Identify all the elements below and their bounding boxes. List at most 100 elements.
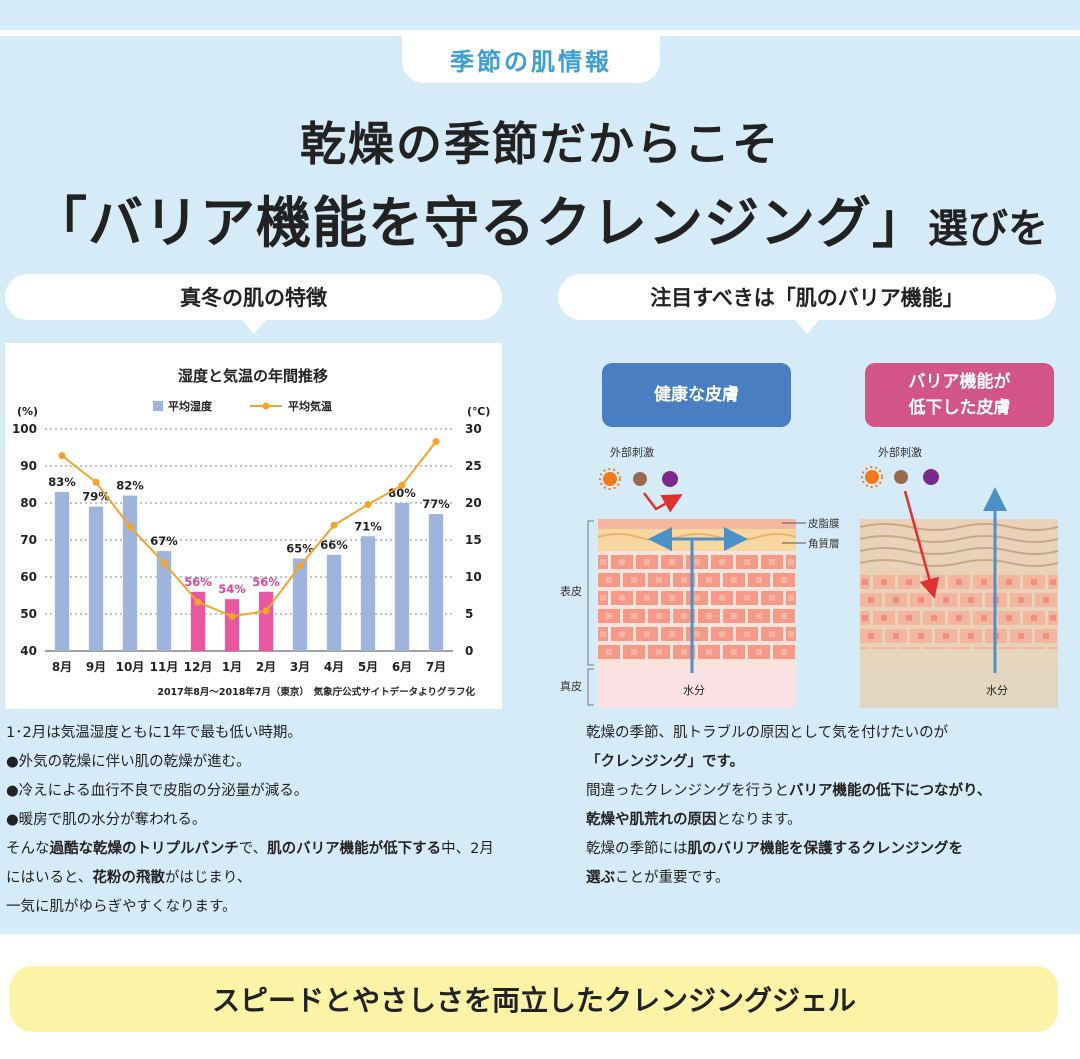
- skin-cell-nucleus: [943, 633, 949, 639]
- x-tick-label: 8月: [52, 660, 72, 674]
- right-p5b: 肌のバリア機能を保護するクレンジングを: [687, 841, 964, 857]
- healthy-skin-label: 健康な皮膚: [602, 363, 791, 427]
- x-tick-label: 11月: [150, 660, 179, 674]
- y-left-unit: (%): [17, 405, 38, 418]
- right-p5a: 乾燥の季節には: [586, 841, 688, 857]
- skin-cell-nucleus: [744, 559, 750, 565]
- bar-value-label: 54%: [218, 582, 246, 596]
- y-right-unit: (℃): [467, 405, 490, 418]
- stimulus-icons-healthy: [599, 468, 683, 513]
- para-a: そんな: [6, 841, 50, 857]
- sebum-label: 皮脂膜: [808, 517, 840, 530]
- skin-cell-nucleus: [656, 577, 662, 583]
- bar-value-label: 67%: [150, 534, 178, 548]
- right-p2: 「クレンジング」です。: [586, 748, 1066, 777]
- dermis-label: 真皮: [560, 679, 582, 693]
- skin-cell-nucleus: [756, 613, 762, 619]
- humidity-bar: [360, 536, 376, 651]
- chart-title: 湿度と気温の年間推移: [178, 367, 328, 385]
- skin-diagram: 外部刺激 外部刺激 皮脂膜 角質層 表皮 真皮 水分 水分: [560, 343, 1080, 709]
- skin-cell-nucleus: [868, 597, 874, 603]
- skin-cell-nucleus: [619, 631, 625, 637]
- skin-cell-nucleus: [756, 577, 762, 583]
- skin-cell-nucleus: [619, 559, 625, 565]
- y-right-tick: 0: [465, 644, 473, 658]
- right-p6a: 選ぶ: [586, 870, 615, 886]
- humidity-bar: [224, 599, 240, 651]
- skin-cell-nucleus: [788, 559, 794, 565]
- right-description: 乾燥の季節、肌トラブルの原因として気を付けたいのが 「クレンジング」です。 間違…: [586, 719, 1066, 893]
- skin-cell-nucleus: [906, 579, 912, 585]
- damaged-layer-line: [859, 523, 1059, 531]
- skin-cell-nucleus: [1031, 579, 1037, 585]
- legend-marker-temperature: [262, 402, 270, 410]
- skin-cell-nucleus: [606, 613, 612, 619]
- skin-svg: 外部刺激 外部刺激 皮脂膜 角質層 表皮 真皮 水分 水分: [560, 445, 1059, 708]
- y-left-tick: 90: [20, 459, 37, 473]
- water-label-damaged: 水分: [986, 684, 1008, 697]
- skin-cell-nucleus: [644, 559, 650, 565]
- skin-cell-nucleus: [769, 595, 775, 601]
- headline-tail: 選びを: [928, 205, 1048, 252]
- right-p6: 選ぶことが重要です。: [586, 864, 1066, 893]
- skin-cell-nucleus: [669, 631, 675, 637]
- temperature-point: [262, 607, 270, 615]
- legend-swatch-humidity: [153, 401, 163, 411]
- note-3: ●冷えによる血行不良で皮脂の分泌量が減る。: [6, 783, 309, 799]
- skin-cell-nucleus: [968, 633, 974, 639]
- damaged-layer-line: [859, 559, 1059, 567]
- skin-cell-nucleus: [968, 597, 974, 603]
- skin-cell-nucleus: [606, 649, 612, 655]
- note-1: 1･2月は気温湿度ともに1年で最も低い時期。: [6, 725, 302, 741]
- damaged-layer-line: [859, 535, 1059, 543]
- skin-cell-nucleus: [1006, 579, 1012, 585]
- skin-cell-nucleus: [1050, 615, 1056, 621]
- x-tick-label: 7月: [426, 660, 446, 674]
- skin-cell-nucleus: [1018, 597, 1024, 603]
- stimulus-icons-damaged: [861, 466, 939, 488]
- y-left-tick: 100: [12, 422, 37, 436]
- skin-cell-nucleus: [656, 649, 662, 655]
- skin-cell-nucleus: [756, 649, 762, 655]
- skin-cell-nucleus: [1043, 597, 1049, 603]
- y-left-tick: 50: [20, 607, 37, 621]
- y-left-tick: 60: [20, 570, 37, 584]
- x-tick-label: 2月: [256, 660, 276, 674]
- temperature-point: [126, 523, 134, 531]
- skin-cell-nucleus: [706, 649, 712, 655]
- skin-cell-nucleus: [631, 577, 637, 583]
- damaged-layer-line: [859, 547, 1059, 555]
- temperature-point: [364, 500, 372, 508]
- para-c: で、: [238, 841, 268, 857]
- skin-cell-nucleus: [918, 633, 924, 639]
- temperature-point: [398, 481, 406, 489]
- humidity-bar: [88, 506, 104, 651]
- skin-cell-nucleus: [719, 631, 725, 637]
- y-right-tick: 10: [465, 570, 482, 584]
- humidity-bar: [292, 558, 308, 651]
- skin-cell-nucleus: [681, 613, 687, 619]
- right-p4a: 乾燥や肌荒れの原因: [586, 812, 717, 828]
- y-right-tick: 25: [465, 459, 482, 473]
- skin-cell-nucleus: [644, 631, 650, 637]
- temperature-point: [330, 521, 338, 529]
- y-right-tick: 15: [465, 533, 482, 547]
- section-tag: 季節の肌情報: [402, 36, 660, 83]
- left-section-pill: 真冬の肌の特徴: [5, 274, 502, 320]
- skin-cell-nucleus: [956, 615, 962, 621]
- right-section-pill: 注目すべきは「肌のバリア機能」: [558, 274, 1056, 320]
- skin-cell-nucleus: [719, 559, 725, 565]
- skin-cell-nucleus: [694, 595, 700, 601]
- right-p1: 乾燥の季節、肌トラブルの原因として気を付けたいのが: [586, 725, 949, 741]
- skin-cell-nucleus: [931, 615, 937, 621]
- bar-value-label: 71%: [354, 519, 382, 533]
- humidity-bar: [190, 591, 206, 651]
- epidermis-label: 表皮: [560, 584, 582, 598]
- bar-value-label: 82%: [116, 479, 144, 493]
- left-description: 1･2月は気温湿度ともに1年で最も低い時期。 ●外気の乾燥に伴い肌の乾燥が進む。…: [6, 719, 506, 922]
- para-e: 中、2月にはいると、: [6, 841, 494, 886]
- x-tick-label: 3月: [290, 660, 310, 674]
- y-right-tick: 5: [465, 607, 473, 621]
- water-label-healthy: 水分: [683, 684, 705, 697]
